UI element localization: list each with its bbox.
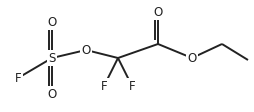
Text: S: S [48, 52, 56, 65]
Text: F: F [101, 80, 107, 93]
Text: O: O [187, 52, 197, 65]
Text: O: O [47, 15, 57, 28]
Text: O: O [47, 87, 57, 100]
Text: O: O [81, 43, 91, 56]
Text: O: O [153, 5, 163, 18]
Text: F: F [129, 80, 135, 93]
Text: F: F [15, 71, 21, 84]
